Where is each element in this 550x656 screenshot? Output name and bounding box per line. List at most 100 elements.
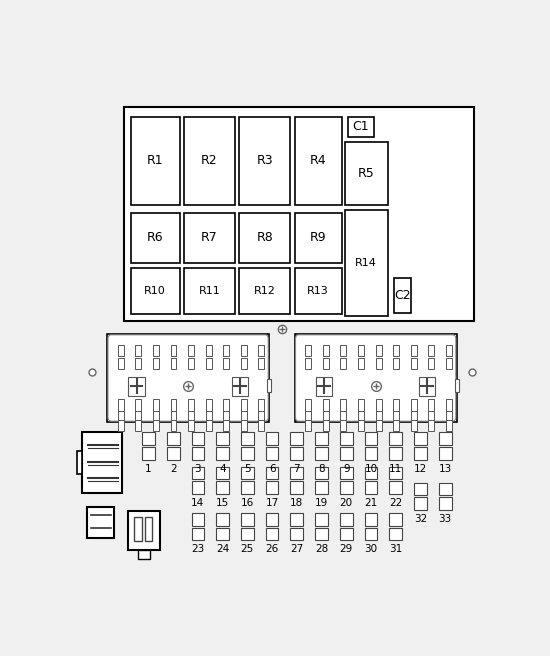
Bar: [348, 117, 373, 137]
Bar: [130, 268, 179, 314]
Bar: [376, 345, 382, 356]
Bar: [340, 411, 346, 422]
Bar: [107, 334, 269, 422]
Bar: [241, 447, 254, 460]
Text: 30: 30: [365, 544, 377, 554]
Bar: [305, 411, 311, 422]
Bar: [393, 400, 399, 411]
Bar: [340, 466, 353, 480]
Bar: [239, 117, 290, 205]
Bar: [340, 513, 353, 525]
Bar: [206, 420, 212, 431]
Bar: [365, 513, 377, 525]
Bar: [223, 345, 229, 356]
Bar: [446, 420, 452, 431]
Bar: [411, 358, 417, 369]
Bar: [206, 411, 212, 422]
Bar: [142, 432, 155, 445]
Bar: [170, 358, 177, 369]
Bar: [323, 411, 329, 422]
Bar: [266, 528, 278, 541]
Text: 12: 12: [414, 464, 427, 474]
Text: 22: 22: [389, 498, 402, 508]
Bar: [340, 345, 346, 356]
Bar: [206, 400, 212, 411]
Bar: [389, 432, 402, 445]
Bar: [170, 411, 177, 422]
Bar: [216, 513, 229, 525]
Text: R4: R4: [310, 154, 326, 167]
Bar: [153, 345, 159, 356]
Text: 2: 2: [170, 464, 177, 474]
Text: 17: 17: [266, 498, 279, 508]
Bar: [241, 358, 247, 369]
Bar: [411, 400, 417, 411]
Bar: [124, 106, 474, 321]
Bar: [446, 411, 452, 422]
Bar: [365, 528, 377, 541]
Bar: [191, 513, 204, 525]
Text: 23: 23: [191, 544, 205, 554]
Bar: [170, 420, 177, 431]
Bar: [184, 117, 235, 205]
Bar: [188, 411, 194, 422]
Bar: [305, 420, 311, 431]
Bar: [340, 420, 346, 431]
Bar: [340, 358, 346, 369]
Bar: [414, 483, 427, 495]
Text: 5: 5: [244, 464, 251, 474]
Bar: [323, 345, 329, 356]
Bar: [315, 482, 328, 494]
Bar: [446, 345, 452, 356]
Bar: [118, 358, 124, 369]
Bar: [188, 420, 194, 431]
Bar: [184, 213, 235, 263]
Bar: [340, 400, 346, 411]
Text: 27: 27: [290, 544, 304, 554]
Bar: [315, 432, 328, 445]
Bar: [188, 400, 194, 411]
Bar: [153, 420, 159, 431]
Bar: [138, 550, 150, 559]
Bar: [241, 411, 247, 422]
Bar: [323, 400, 329, 411]
Bar: [358, 358, 364, 369]
Text: 29: 29: [339, 544, 353, 554]
Bar: [145, 517, 152, 541]
Text: R14: R14: [355, 258, 377, 268]
Text: 28: 28: [315, 544, 328, 554]
Bar: [118, 400, 124, 411]
Bar: [135, 345, 141, 356]
Bar: [365, 466, 377, 480]
Bar: [216, 432, 229, 445]
Text: 7: 7: [294, 464, 300, 474]
Text: 4: 4: [219, 464, 226, 474]
Bar: [345, 142, 388, 205]
Bar: [376, 400, 382, 411]
Bar: [376, 411, 382, 422]
Bar: [216, 466, 229, 480]
Bar: [223, 411, 229, 422]
Bar: [340, 482, 353, 494]
Bar: [345, 210, 388, 316]
Bar: [358, 420, 364, 431]
Text: C1: C1: [353, 120, 369, 133]
Bar: [389, 513, 402, 525]
Bar: [290, 513, 303, 525]
Bar: [167, 432, 179, 445]
Bar: [258, 411, 265, 422]
Text: 25: 25: [241, 544, 254, 554]
Text: 8: 8: [318, 464, 325, 474]
Text: 13: 13: [438, 464, 452, 474]
Bar: [170, 345, 177, 356]
Bar: [365, 432, 377, 445]
Bar: [393, 345, 399, 356]
Bar: [358, 345, 364, 356]
Bar: [439, 483, 452, 495]
Bar: [191, 447, 204, 460]
Text: C2: C2: [394, 289, 410, 302]
Bar: [295, 213, 342, 263]
Bar: [393, 411, 399, 422]
Bar: [411, 420, 417, 431]
Bar: [216, 528, 229, 541]
